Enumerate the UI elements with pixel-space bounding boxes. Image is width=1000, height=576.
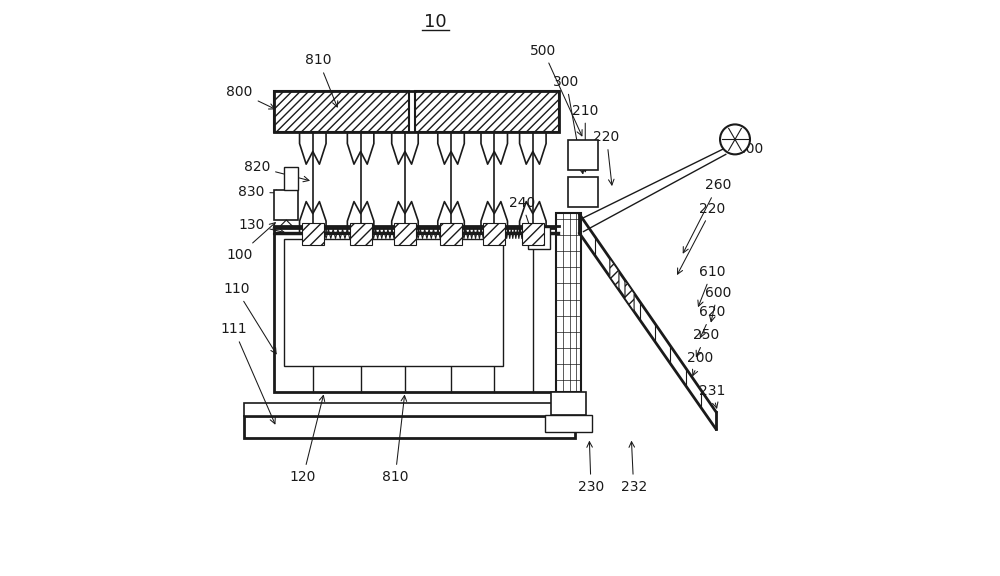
Text: 300: 300: [553, 75, 585, 173]
Text: 250: 250: [693, 328, 719, 357]
Text: 230: 230: [578, 442, 604, 494]
Bar: [274, 91, 409, 132]
Text: 10: 10: [424, 13, 447, 31]
Text: 110: 110: [223, 282, 276, 354]
Text: 620: 620: [699, 305, 725, 338]
Text: 231: 231: [699, 384, 725, 408]
Bar: [244, 403, 575, 416]
Bar: [522, 223, 544, 245]
Text: 260: 260: [683, 179, 731, 253]
Text: 200: 200: [687, 351, 714, 376]
Text: 830: 830: [238, 185, 282, 199]
Text: 400: 400: [737, 141, 764, 156]
Bar: [244, 416, 575, 438]
Text: 810: 810: [382, 396, 408, 484]
Bar: [274, 91, 559, 132]
Text: 220: 220: [593, 130, 620, 185]
Text: 220: 220: [678, 202, 725, 274]
Circle shape: [720, 124, 750, 154]
Text: 210: 210: [572, 104, 598, 172]
Bar: [551, 392, 586, 415]
Text: 610: 610: [698, 265, 725, 306]
Text: 600: 600: [705, 286, 731, 321]
Text: 100: 100: [226, 223, 275, 262]
Bar: [568, 140, 598, 170]
Bar: [483, 223, 505, 245]
Bar: [556, 213, 581, 392]
Bar: [415, 91, 559, 132]
Text: 820: 820: [244, 160, 309, 182]
Text: 120: 120: [290, 396, 325, 484]
Bar: [302, 223, 324, 245]
Bar: [440, 223, 462, 245]
Bar: [284, 167, 298, 190]
Bar: [394, 223, 416, 245]
Bar: [284, 239, 503, 366]
Text: 130: 130: [238, 218, 284, 234]
Bar: [545, 415, 592, 432]
Text: 810: 810: [305, 54, 338, 107]
Text: 240: 240: [509, 196, 535, 234]
Text: 500: 500: [530, 44, 582, 136]
Text: 800: 800: [226, 85, 275, 109]
Text: 111: 111: [221, 323, 275, 424]
Bar: [350, 223, 372, 245]
Bar: [528, 227, 550, 249]
Polygon shape: [610, 258, 619, 290]
Bar: [274, 190, 298, 220]
Polygon shape: [625, 280, 634, 312]
Bar: [568, 177, 598, 207]
Text: 232: 232: [621, 442, 647, 494]
Bar: [274, 228, 559, 392]
